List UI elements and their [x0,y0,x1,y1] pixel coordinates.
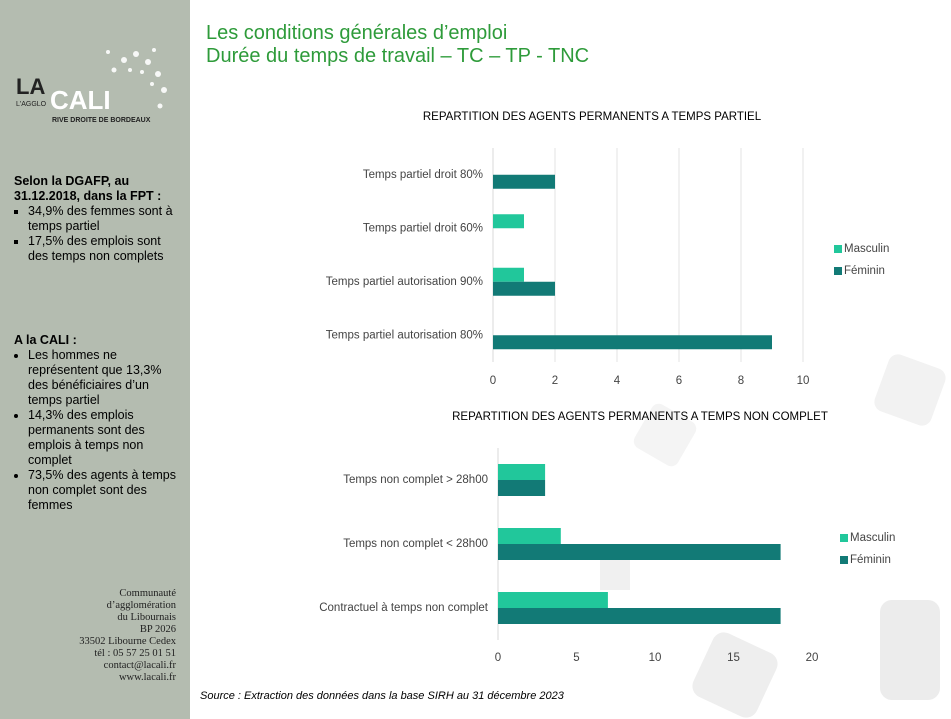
cali-item: 73,5% des agents à temps non complet son… [28,468,176,513]
subtitle: Durée du temps de travail – TC – TP - TN… [206,45,590,67]
x-tick-label: 10 [797,375,810,387]
logo-rive: RIVE DROITE DE BORDEAUX [52,117,151,124]
legend-label: Féminin [850,554,891,566]
address-line: contact@lacali.fr [103,660,176,671]
source: Source : Extraction des données dans la … [200,690,564,702]
bar [498,464,546,480]
x-tick-label: 6 [676,375,682,387]
title: Les conditions générales d’emploi [206,22,508,44]
bar [498,480,546,496]
x-tick-label: 0 [495,652,501,664]
bar [498,592,608,608]
legend-label: Féminin [844,265,885,277]
address-line: 33502 Libourne Cedex [79,636,176,647]
bar [493,214,524,229]
sidebar: LA L'AGGLO CALI RIVE DROITE DE BORDEAUX … [0,0,190,719]
address-line: Communauté [119,588,176,599]
address-line: tél : 05 57 25 01 51 [94,648,176,659]
bar [493,335,772,350]
y-tick-label: Temps partiel autorisation 80% [326,329,483,341]
logo-agglo: L'AGGLO [16,101,47,108]
logo-la: LA [16,74,45,99]
legend-swatch [834,245,842,253]
address-line: du Libournais [117,612,176,623]
bar [498,544,781,560]
legend-swatch [840,556,848,564]
header: Les conditions générales d’emploi Durée … [206,22,589,68]
dgafp-heading: Selon la DGAFP, au 31.12.2018, dans la F… [14,174,162,203]
bar [493,174,555,189]
x-tick-label: 2 [552,375,558,387]
cali-item: 14,3% des emplois permanents sont des em… [28,408,176,468]
y-tick-label: Temps partiel droit 80% [363,169,483,181]
x-tick-label: 8 [738,375,744,387]
bar [498,608,781,624]
cali-heading: A la CALI : [14,333,77,347]
x-tick-label: 15 [727,652,740,664]
bar [493,281,555,296]
legend-label: Masculin [844,243,889,255]
dgafp-item: 34,9% des femmes sont à temps partiel [28,204,176,234]
legend-swatch [840,534,848,542]
y-tick-label: Contractuel à temps non complet [319,602,489,614]
x-tick-label: 4 [614,375,621,387]
y-tick-label: Temps non complet > 28h00 [343,474,488,486]
y-tick-label: Temps partiel droit 60% [363,222,483,234]
address: Communauté d’agglomération du Libournais BP… [6,588,176,684]
y-tick-label: Temps partiel autorisation 90% [326,276,483,288]
dgafp-item: 17,5% des emplois sont des temps non com… [28,234,176,264]
legend-swatch [834,267,842,275]
dgafp-block: Selon la DGAFP, au 31.12.2018, dans la F… [14,174,176,264]
y-tick-label: Temps non complet < 28h00 [343,538,488,550]
cali-item: Les hommes ne représentent que 13,3% des… [28,348,176,408]
chart-title: REPARTITION DES AGENTS PERMANENTS A TEMP… [423,111,762,123]
legend-label: Masculin [850,532,895,544]
bar [493,267,524,282]
address-line: BP 2026 [139,624,176,635]
bar [498,528,561,544]
x-tick-label: 10 [649,652,662,664]
x-tick-label: 20 [806,652,819,664]
address-line: www.lacali.fr [118,672,176,683]
logo-cali: CALI [50,85,111,115]
chart-title: REPARTITION DES AGENTS PERMANENTS A TEMP… [452,411,828,423]
x-tick-label: 5 [573,652,579,664]
address-line: d’agglomération [106,600,176,611]
x-tick-label: 0 [490,375,496,387]
cali-block: A la CALI : Les hommes ne représentent q… [14,333,176,513]
logo: LA L'AGGLO CALI RIVE DROITE DE BORDEAUX [16,48,167,124]
